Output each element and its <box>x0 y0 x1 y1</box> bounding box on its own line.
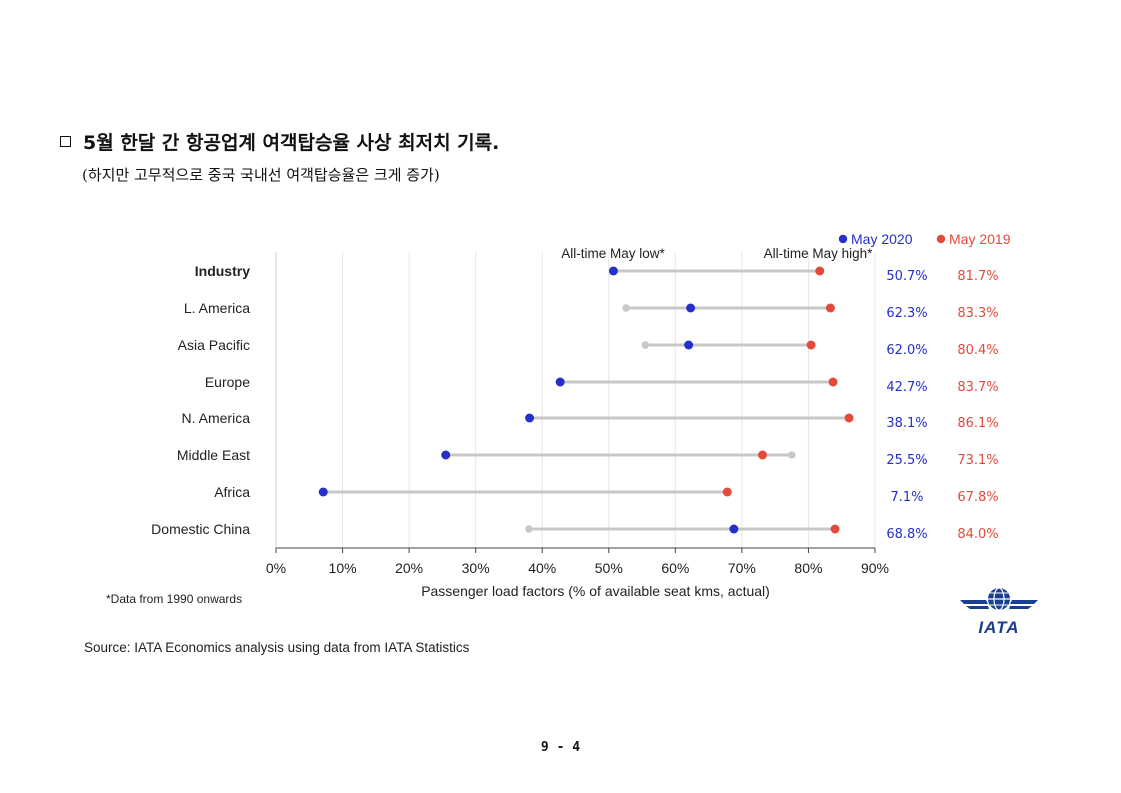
page-heading: 5월 한달 간 항공업계 여객탑승율 사상 최저치 기록. <box>60 128 499 155</box>
category-label: Middle East <box>177 447 250 463</box>
x-tick-label: 60% <box>661 560 689 576</box>
may2019-point <box>722 487 732 497</box>
may2019-value-label: 83.3% <box>957 306 998 321</box>
category-label: Europe <box>205 374 250 390</box>
may2020-value-label: 42.7% <box>886 380 927 395</box>
x-tick-label: 0% <box>266 560 286 576</box>
legend-may2019-marker <box>936 234 946 244</box>
may2020-point <box>555 377 565 387</box>
x-axis-label: Passenger load factors (% of available s… <box>421 583 770 599</box>
heading-text: 5월 한달 간 항공업계 여객탑승율 사상 최저치 기록. <box>83 132 500 154</box>
x-tick-label: 90% <box>861 560 889 576</box>
legend-may2020-label: May 2020 <box>851 231 913 247</box>
all-time-low-point <box>641 341 650 349</box>
may2019-value-label: 86.1% <box>957 416 998 431</box>
may2020-value-label: 7.1% <box>890 490 923 505</box>
legend-may2020-marker <box>838 234 848 244</box>
may2019-point <box>806 340 816 350</box>
may2019-value-label: 83.7% <box>957 380 998 395</box>
all-time-low-point <box>622 304 630 312</box>
iata-logo: IATA <box>958 586 1040 637</box>
legend-may2019-label: May 2019 <box>949 231 1011 247</box>
all-time-high-point <box>788 451 796 459</box>
logo-text: IATA <box>978 618 1020 637</box>
may2019-point <box>825 303 835 313</box>
may2019-value-label: 81.7% <box>957 269 998 284</box>
may2019-value-label: 67.8% <box>957 490 998 505</box>
category-label: N. America <box>182 410 251 426</box>
may2019-point <box>758 450 768 460</box>
may2019-value-label: 84.0% <box>957 527 998 542</box>
x-tick-label: 30% <box>462 560 490 576</box>
may2020-point <box>684 340 694 350</box>
may2020-point <box>318 487 328 497</box>
checkbox-bullet-icon <box>60 136 71 147</box>
may2019-point <box>830 524 840 534</box>
may2020-value-label: 62.0% <box>886 343 927 358</box>
category-label: Asia Pacific <box>178 337 250 353</box>
page-number: 9 - 4 <box>540 740 581 755</box>
may2019-point <box>815 266 825 276</box>
may2020-point <box>608 266 618 276</box>
may2020-point <box>441 450 451 460</box>
category-label: Africa <box>214 484 250 500</box>
category-label: Industry <box>195 263 250 279</box>
may2020-value-label: 62.3% <box>886 306 927 321</box>
may2020-value-label: 38.1% <box>886 416 927 431</box>
may2020-point <box>686 303 696 313</box>
may2020-value-label: 68.8% <box>886 527 927 542</box>
page-subheading: (하지만 고무적으로 중국 국내선 여객탑승율은 크게 증가) <box>82 166 440 184</box>
x-tick-label: 50% <box>595 560 623 576</box>
x-tick-label: 20% <box>395 560 423 576</box>
category-label: Domestic China <box>151 521 250 537</box>
category-label: L. America <box>184 300 250 316</box>
may2020-value-label: 50.7% <box>886 269 927 284</box>
may2020-value-label: 25.5% <box>886 453 927 468</box>
may2020-point <box>525 413 535 423</box>
may2019-point <box>844 413 854 423</box>
may2019-value-label: 80.4% <box>957 343 998 358</box>
all-time-high-label: All-time May high* <box>764 246 874 261</box>
footnote: *Data from 1990 onwards <box>106 592 243 606</box>
x-tick-label: 40% <box>528 560 556 576</box>
may2020-point <box>729 524 739 534</box>
may2019-point <box>828 377 838 387</box>
x-tick-label: 10% <box>329 560 357 576</box>
x-tick-label: 70% <box>728 560 756 576</box>
all-time-low-label: All-time May low* <box>561 246 665 261</box>
may2019-value-label: 73.1% <box>957 453 998 468</box>
x-tick-label: 80% <box>794 560 822 576</box>
all-time-low-point <box>525 525 533 533</box>
source-note: Source: IATA Economics analysis using da… <box>84 640 470 655</box>
globe-wings-icon <box>960 587 1038 611</box>
